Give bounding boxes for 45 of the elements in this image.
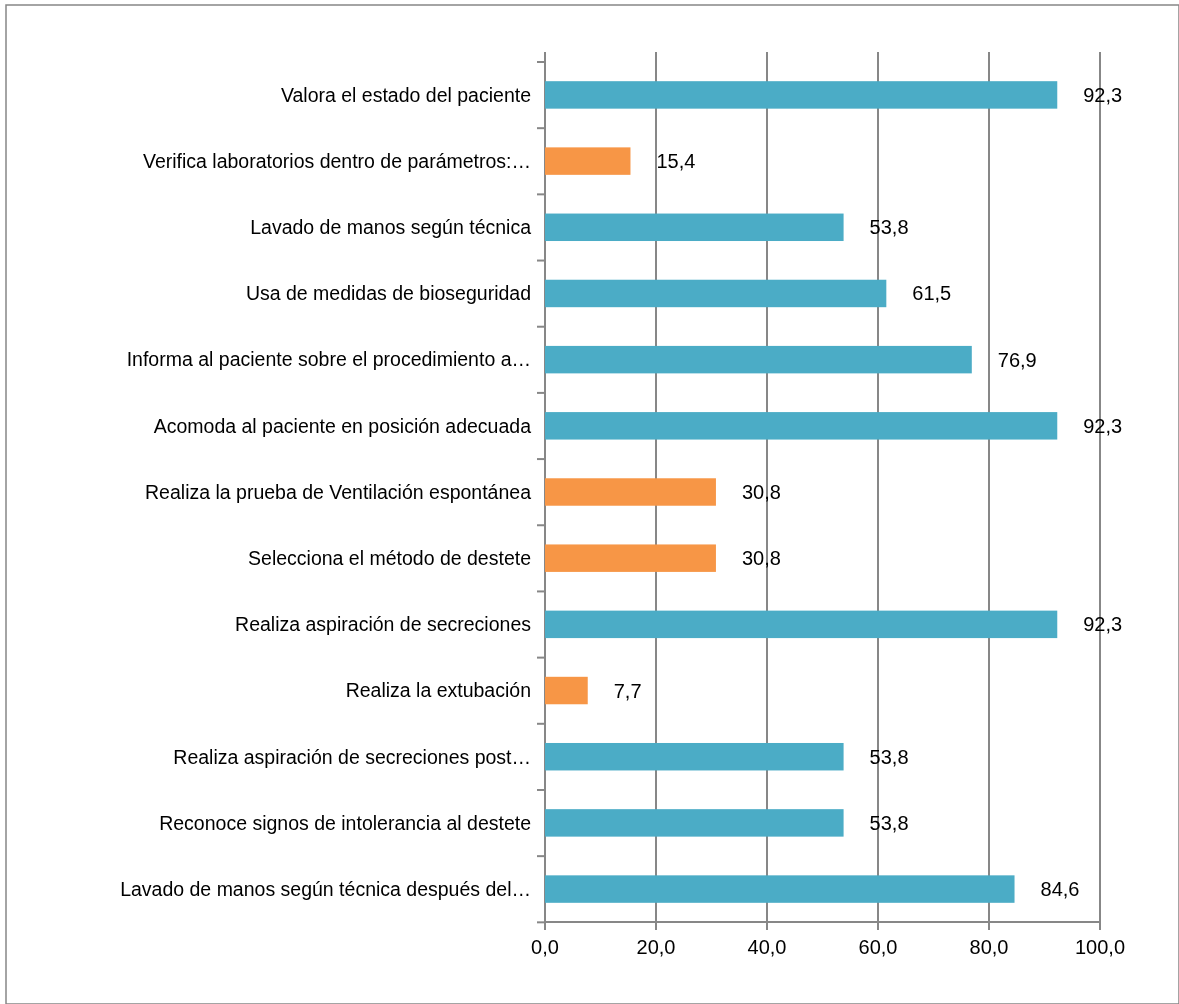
data-label: 92,3	[1083, 613, 1123, 636]
bar	[545, 147, 631, 175]
y-tick-label: Realiza aspiración de secreciones	[235, 613, 532, 636]
data-label: 7,7	[613, 679, 642, 702]
y-tick-label: Realiza aspiración de secreciones post…	[173, 745, 531, 768]
y-tick-label: Reconoce signos de intolerancia al destete	[159, 811, 531, 834]
bar	[545, 345, 972, 374]
data-label: 15,4	[656, 150, 696, 173]
bar	[545, 279, 887, 308]
data-label: 30,8	[741, 547, 781, 570]
bar	[545, 610, 1058, 639]
bar	[545, 676, 588, 705]
data-label: 30,8	[741, 481, 781, 503]
y-tick-label: Selecciona el método de destete	[248, 547, 531, 569]
x-tick-label: 20,0	[636, 936, 676, 958]
y-tick-label: Realiza la prueba de Ventilación espontánea	[145, 480, 532, 503]
y-tick-label: Usa de medidas de bioseguridad	[245, 282, 531, 305]
y-tick-label: Lavado de manos según técnica	[250, 216, 532, 239]
data-label: 53,8	[869, 745, 909, 768]
bar	[545, 875, 1015, 903]
x-tick-label: 100,0	[1074, 936, 1126, 958]
data-label: 92,3	[1083, 414, 1123, 437]
data-label: 53,8	[869, 216, 909, 239]
y-tick-label: Acomoda al paciente en posición adecuada	[153, 414, 532, 437]
y-tick-label: Realiza la extubación	[345, 679, 531, 702]
bar	[545, 412, 1058, 440]
y-tick-label: Lavado de manos según técnica después del…	[120, 877, 531, 900]
data-label: 61,5	[912, 282, 952, 305]
data-label: 92,3	[1083, 83, 1123, 106]
bar	[545, 81, 1058, 109]
x-tick-label: 60,0	[858, 936, 898, 958]
y-tick-label: Informa al paciente sobre el procedimiento a…	[126, 348, 531, 371]
x-tick-label: 0,0	[531, 936, 559, 958]
y-tick-label: Verifica laboratorios dentro de parámetros:…	[142, 149, 531, 172]
bar	[545, 809, 844, 837]
data-label: 76,9	[997, 348, 1037, 371]
data-label: 84,6	[1040, 878, 1080, 901]
data-label: 53,8	[869, 811, 909, 834]
bar	[545, 213, 844, 242]
x-tick-label: 80,0	[969, 936, 1009, 958]
y-tick-label: Valora el estado del paciente	[280, 83, 531, 106]
bar	[545, 478, 716, 506]
bar	[545, 544, 716, 572]
bar	[545, 742, 844, 771]
x-tick-label: 40,0	[747, 936, 787, 958]
